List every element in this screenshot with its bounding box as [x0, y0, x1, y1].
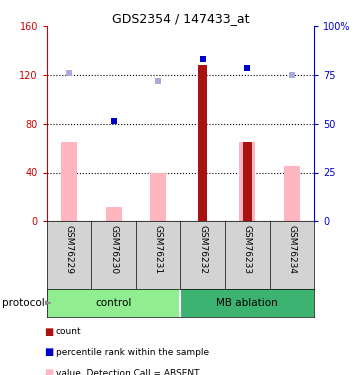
Point	[111, 118, 117, 124]
Bar	[199, 65, 207, 221]
Bar	[61, 142, 77, 221]
Text: control: control	[96, 298, 132, 308]
Bar	[243, 142, 252, 221]
Point	[289, 72, 295, 78]
Bar	[284, 166, 300, 221]
Text: count: count	[56, 327, 82, 336]
Text: percentile rank within the sample: percentile rank within the sample	[56, 348, 209, 357]
Bar	[47, 289, 180, 317]
Text: ■: ■	[44, 368, 53, 375]
Text: GSM76231: GSM76231	[154, 225, 163, 274]
Point	[66, 70, 72, 76]
Text: value, Detection Call = ABSENT: value, Detection Call = ABSENT	[56, 369, 200, 375]
Text: MB ablation: MB ablation	[216, 298, 278, 308]
Point	[244, 64, 250, 70]
Point	[155, 78, 161, 84]
Text: ■: ■	[44, 348, 53, 357]
Text: ■: ■	[44, 327, 53, 337]
Bar	[180, 289, 314, 317]
Bar	[106, 207, 122, 221]
Text: GSM76230: GSM76230	[109, 225, 118, 274]
Text: protocol: protocol	[2, 298, 44, 308]
Text: GSM76234: GSM76234	[287, 225, 296, 274]
Bar	[239, 142, 255, 221]
Point	[200, 56, 206, 62]
Text: GSM76229: GSM76229	[65, 225, 74, 274]
Bar	[151, 172, 166, 221]
Text: GSM76232: GSM76232	[198, 225, 207, 274]
Title: GDS2354 / 147433_at: GDS2354 / 147433_at	[112, 12, 249, 25]
Text: GSM76233: GSM76233	[243, 225, 252, 274]
